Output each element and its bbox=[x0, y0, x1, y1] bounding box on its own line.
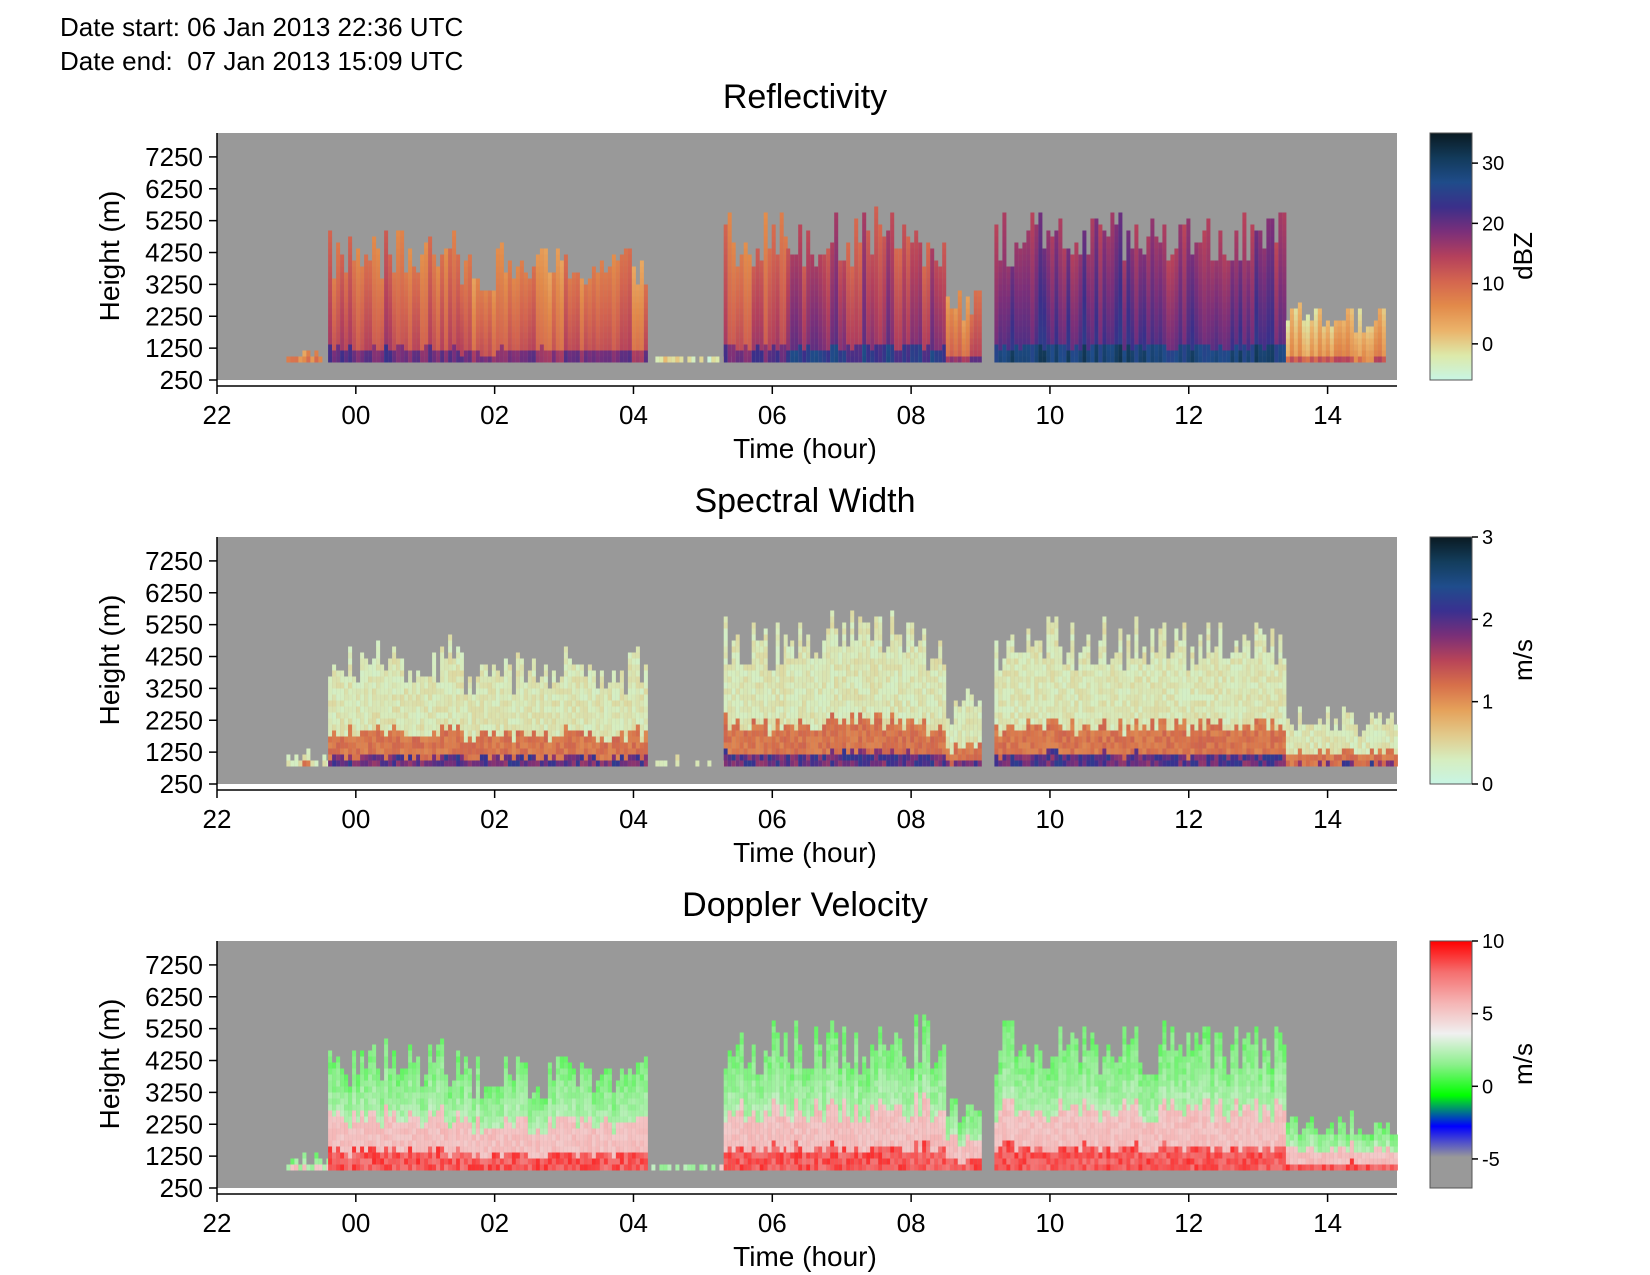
x-tick-label: 02 bbox=[480, 804, 509, 834]
x-tick-label: 08 bbox=[897, 400, 926, 430]
x-tick-label: 08 bbox=[897, 1208, 926, 1238]
x-tick-label: 10 bbox=[1035, 1208, 1064, 1238]
colorbar-tick-label: 0 bbox=[1482, 1076, 1493, 1098]
x-tick-label: 04 bbox=[619, 1208, 648, 1238]
colorbar-tick-label: 5 bbox=[1482, 1004, 1493, 1026]
y-tick-label: 1250 bbox=[145, 333, 203, 363]
x-tick-label: 12 bbox=[1174, 400, 1203, 430]
data-cells bbox=[286, 610, 1398, 767]
date-end-label: Date end: 07 Jan 2013 15:09 UTC bbox=[60, 46, 464, 76]
colorbar-tick-label: 30 bbox=[1482, 153, 1504, 175]
y-tick-label: 4250 bbox=[145, 238, 203, 268]
y-axis-label: Height (m) bbox=[94, 191, 125, 322]
panel-title: Doppler Velocity bbox=[682, 886, 928, 924]
x-tick-label: 04 bbox=[619, 804, 648, 834]
y-tick-label: 6250 bbox=[145, 982, 203, 1012]
colorbar-ticks: -5 0 5 10 bbox=[1472, 931, 1504, 1171]
colorbar-tick-label: 2 bbox=[1482, 609, 1493, 631]
colorbar bbox=[1429, 132, 1473, 381]
x-tick-label: 04 bbox=[619, 400, 648, 430]
y-tick-label: 4250 bbox=[145, 1046, 203, 1076]
colorbar bbox=[1429, 536, 1473, 785]
data-cells bbox=[286, 1014, 1398, 1171]
x-axis-label: Time (hour) bbox=[733, 837, 877, 868]
date-start-label: Date start: 06 Jan 2013 22:36 UTC bbox=[60, 12, 464, 42]
spectral-width-panel: Spectral Width 2501250225032504250525062… bbox=[94, 482, 1538, 868]
colorbar-tick-label: 10 bbox=[1482, 931, 1504, 953]
y-tick-label: 6250 bbox=[145, 578, 203, 608]
x-tick-label: 10 bbox=[1035, 400, 1064, 430]
colorbar-tick-label: 3 bbox=[1482, 527, 1493, 549]
x-tick-label: 00 bbox=[341, 400, 370, 430]
doppler-velocity-panel: Doppler Velocity 25012502250325042505250… bbox=[94, 886, 1538, 1272]
y-tick-label: 5250 bbox=[145, 610, 203, 640]
x-tick-label: 02 bbox=[480, 1208, 509, 1238]
colorbar-tick-label: 20 bbox=[1482, 213, 1504, 235]
x-tick-label: 14 bbox=[1313, 804, 1342, 834]
colorbar-ticks: 0 10 20 30 bbox=[1472, 153, 1504, 356]
y-tick-label: 4250 bbox=[145, 642, 203, 672]
x-tick-label: 00 bbox=[341, 804, 370, 834]
colorbar-label: dBZ bbox=[1508, 232, 1538, 280]
y-tick-label: 1250 bbox=[145, 1141, 203, 1171]
reflectivity-panel: Reflectivity 250125022503250425052506250… bbox=[94, 78, 1538, 464]
y-tick-label: 250 bbox=[160, 365, 203, 395]
x-tick-label: 22 bbox=[203, 1208, 232, 1238]
x-tick-label: 00 bbox=[341, 1208, 370, 1238]
y-tick-label: 250 bbox=[160, 769, 203, 799]
y-tick-label: 6250 bbox=[145, 174, 203, 204]
colorbar-tick-label: -5 bbox=[1482, 1149, 1500, 1171]
data-cells bbox=[286, 206, 1386, 363]
y-tick-label: 3250 bbox=[145, 1077, 203, 1107]
x-tick-label: 06 bbox=[758, 400, 787, 430]
x-tick-label: 22 bbox=[203, 400, 232, 430]
x-tick-label: 02 bbox=[480, 400, 509, 430]
x-tick-label: 22 bbox=[203, 804, 232, 834]
colorbar-label: m/s bbox=[1508, 639, 1538, 681]
colorbar-tick-label: 10 bbox=[1482, 274, 1504, 296]
panel-title: Reflectivity bbox=[723, 78, 887, 116]
x-tick-label: 14 bbox=[1313, 1208, 1342, 1238]
x-axis: 22 00 02 04 06 08 10 12 14 bbox=[203, 1193, 1397, 1238]
y-tick-label: 5250 bbox=[145, 206, 203, 236]
y-tick-label: 2250 bbox=[145, 1109, 203, 1139]
x-tick-label: 08 bbox=[897, 804, 926, 834]
colorbar-label: m/s bbox=[1508, 1043, 1538, 1085]
x-axis-label: Time (hour) bbox=[733, 1241, 877, 1272]
y-tick-label: 250 bbox=[160, 1173, 203, 1203]
colorbar-tick-label: 0 bbox=[1482, 774, 1493, 796]
y-tick-label: 7250 bbox=[145, 950, 203, 980]
y-axis-label: Height (m) bbox=[94, 595, 125, 726]
x-tick-label: 12 bbox=[1174, 1208, 1203, 1238]
panel-title: Spectral Width bbox=[694, 482, 915, 520]
x-tick-label: 14 bbox=[1313, 400, 1342, 430]
y-axis-label: Height (m) bbox=[94, 999, 125, 1130]
y-tick-label: 1250 bbox=[145, 737, 203, 767]
x-tick-label: 10 bbox=[1035, 804, 1064, 834]
y-tick-label: 5250 bbox=[145, 1014, 203, 1044]
y-tick-label: 2250 bbox=[145, 705, 203, 735]
y-tick-label: 3250 bbox=[145, 673, 203, 703]
y-tick-label: 3250 bbox=[145, 269, 203, 299]
colorbar bbox=[1429, 940, 1473, 1189]
colorbar-ticks: 0 1 2 3 bbox=[1472, 527, 1493, 796]
x-tick-label: 06 bbox=[758, 1208, 787, 1238]
y-tick-label: 7250 bbox=[145, 546, 203, 576]
y-tick-label: 7250 bbox=[145, 142, 203, 172]
colorbar-tick-label: 1 bbox=[1482, 692, 1493, 714]
y-tick-label: 2250 bbox=[145, 301, 203, 331]
x-axis-label: Time (hour) bbox=[733, 433, 877, 464]
x-tick-label: 06 bbox=[758, 804, 787, 834]
x-tick-label: 12 bbox=[1174, 804, 1203, 834]
x-axis: 22 00 02 04 06 08 10 12 14 bbox=[203, 789, 1397, 834]
colorbar-tick-label: 0 bbox=[1482, 334, 1493, 356]
x-axis: 22 00 02 04 06 08 10 12 14 bbox=[203, 385, 1397, 430]
